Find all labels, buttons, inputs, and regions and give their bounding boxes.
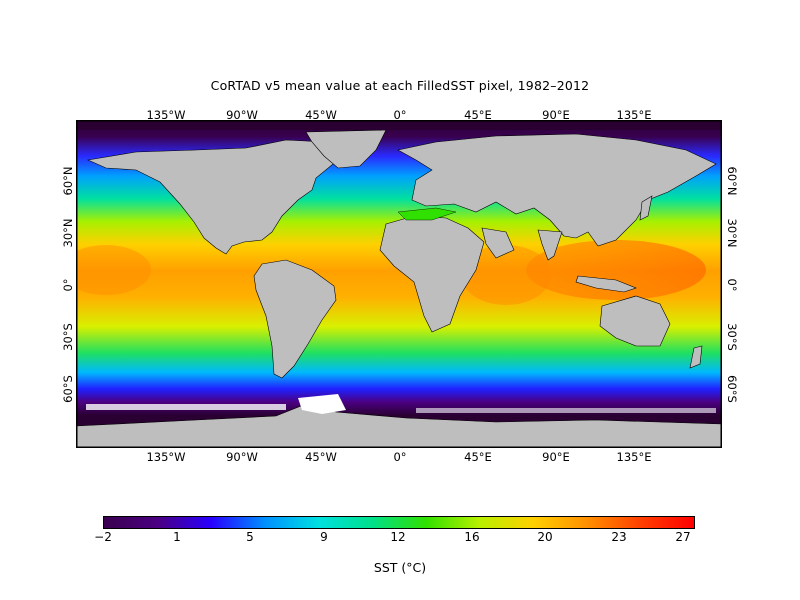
lat-label-left-0: 0° — [61, 278, 75, 292]
land-japan — [639, 195, 653, 221]
sst-world-map — [76, 120, 722, 448]
lon-label-bottom-135e: 135°E — [616, 450, 652, 464]
lon-label-bottom-0: 0° — [393, 450, 407, 464]
colorbar-tick-label: −2 — [94, 530, 112, 544]
colorbar-tick-label: 12 — [390, 530, 406, 544]
land-australia — [599, 295, 671, 347]
map-frame — [76, 120, 722, 448]
mediterranean-sea — [397, 207, 457, 221]
colorbar-tick-label: 16 — [464, 530, 480, 544]
lat-label-left-60n: 60°N — [61, 166, 75, 196]
lat-label-right-60s: 60°S — [725, 375, 739, 403]
land-north-america — [86, 139, 339, 255]
colorbar-tick-label: 23 — [611, 530, 627, 544]
land-new-zealand — [689, 345, 703, 369]
indo-pacific-warm-pool — [526, 240, 706, 300]
lat-label-left-30s: 30°S — [61, 323, 75, 351]
lon-label-bottom-90w: 90°W — [226, 450, 258, 464]
map-title: CoRTAD v5 mean value at each FilledSST p… — [210, 78, 590, 93]
lon-label-top-135e: 135°E — [616, 108, 652, 122]
lat-label-left-60s: 60°S — [61, 375, 75, 403]
colorbar-tick-label: 9 — [320, 530, 328, 544]
lat-label-right-60n: 60°N — [725, 166, 739, 196]
lon-label-bottom-135w: 135°W — [146, 450, 186, 464]
land-europe-asia — [397, 133, 717, 247]
lat-label-right-30n: 30°N — [725, 218, 739, 248]
lat-label-left-30n: 30°N — [61, 218, 75, 248]
colorbar-label: SST (°C) — [373, 560, 427, 575]
land-indonesia — [575, 275, 637, 293]
colorbar-tick-label: 5 — [246, 530, 254, 544]
arctic-cap — [76, 120, 722, 130]
lon-label-top-90e: 90°E — [542, 108, 570, 122]
west-pacific-warm-pool — [76, 245, 151, 295]
lon-label-top-45e: 45°E — [464, 108, 492, 122]
lat-label-right-0: 0° — [725, 278, 739, 292]
lon-label-bottom-90e: 90°E — [542, 450, 570, 464]
lon-label-top-45w: 45°W — [305, 108, 337, 122]
lon-label-bottom-45w: 45°W — [305, 450, 337, 464]
land-greenland — [305, 129, 387, 169]
sea-ice-weddell — [298, 394, 346, 414]
land-arabia — [481, 227, 515, 259]
lon-label-top-135w: 135°W — [146, 108, 186, 122]
colorbar — [103, 516, 695, 529]
lon-label-top-90w: 90°W — [226, 108, 258, 122]
lon-label-bottom-45e: 45°E — [464, 450, 492, 464]
lat-label-right-30s: 30°S — [725, 323, 739, 351]
land-india — [537, 229, 563, 261]
colorbar-tick-label: 20 — [537, 530, 553, 544]
land-africa — [379, 215, 485, 333]
sea-ice-strip-east — [416, 408, 716, 413]
land-antarctica — [76, 403, 722, 448]
lon-label-top-0: 0° — [393, 108, 407, 122]
colorbar-tick-label: 27 — [675, 530, 691, 544]
sea-ice-strip — [86, 404, 286, 410]
colorbar-tick-label: 1 — [173, 530, 181, 544]
land-south-america — [253, 259, 337, 379]
indian-ocean-warm-pool — [461, 245, 551, 305]
